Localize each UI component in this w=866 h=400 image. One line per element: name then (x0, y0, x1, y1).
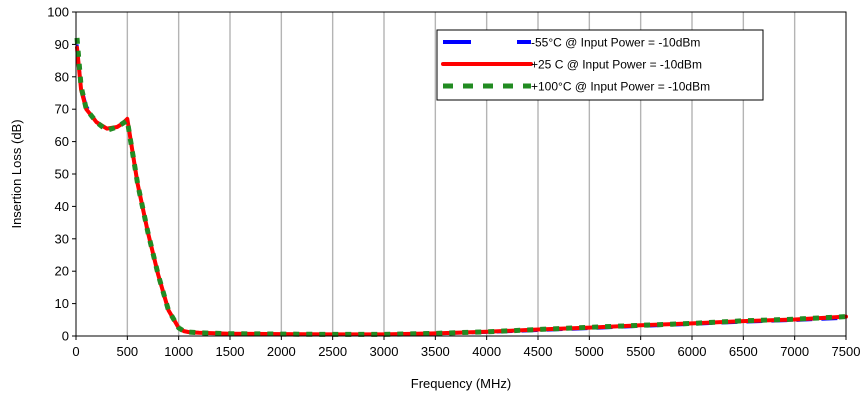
y-tick-label: 30 (55, 231, 69, 246)
legend: -55°C @ Input Power = -10dBm +25 C @ Inp… (436, 29, 764, 101)
x-axis-title: Frequency (MHz) (411, 376, 511, 391)
x-tick-label: 4500 (524, 344, 553, 359)
y-tick-label: 0 (62, 329, 69, 344)
y-tick-label: 10 (55, 296, 69, 311)
y-tick-label: 90 (55, 37, 69, 52)
legend-label-25c: +25 C @ Input Power = -10dBm (531, 58, 702, 72)
y-axis-title: Insertion Loss (dB) (9, 119, 24, 228)
legend-label-neg55c: -55°C @ Input Power = -10dBm (531, 36, 700, 50)
x-tick-label: 1500 (216, 344, 245, 359)
x-tick-label: 3000 (370, 344, 399, 359)
x-tick-label: 6000 (678, 344, 707, 359)
y-tick-label: 40 (55, 199, 69, 214)
x-tick-label: 4000 (472, 344, 501, 359)
x-tick-label: 500 (116, 344, 138, 359)
y-tick-label: 60 (55, 134, 69, 149)
y-tick-label: 20 (55, 264, 69, 279)
y-tick-label: 100 (47, 5, 69, 20)
x-tick-label: 6500 (729, 344, 758, 359)
x-tick-label: 0 (72, 344, 79, 359)
x-axis-tick-labels: 0 500 1000 1500 2000 2500 3000 3500 4000 4500 5000… (72, 336, 860, 359)
x-tick-label: 7000 (780, 344, 809, 359)
y-tick-label: 70 (55, 102, 69, 117)
y-tick-label: 80 (55, 69, 69, 84)
x-tick-label: 2000 (267, 344, 296, 359)
x-tick-label: 1000 (164, 344, 193, 359)
series-lines (74, 37, 848, 337)
x-tick-label: 5000 (575, 344, 604, 359)
x-tick-label: 7500 (832, 344, 861, 359)
x-tick-label: 5500 (626, 344, 655, 359)
legend-label-100c: +100°C @ Input Power = -10dBm (531, 80, 710, 94)
y-tick-label: 50 (55, 167, 69, 182)
y-axis-tick-labels: 0 10 20 30 40 50 60 70 80 90 100 (47, 5, 76, 344)
x-tick-label: 3500 (421, 344, 450, 359)
series-line-2 (74, 37, 847, 337)
x-tick-label: 2500 (318, 344, 347, 359)
